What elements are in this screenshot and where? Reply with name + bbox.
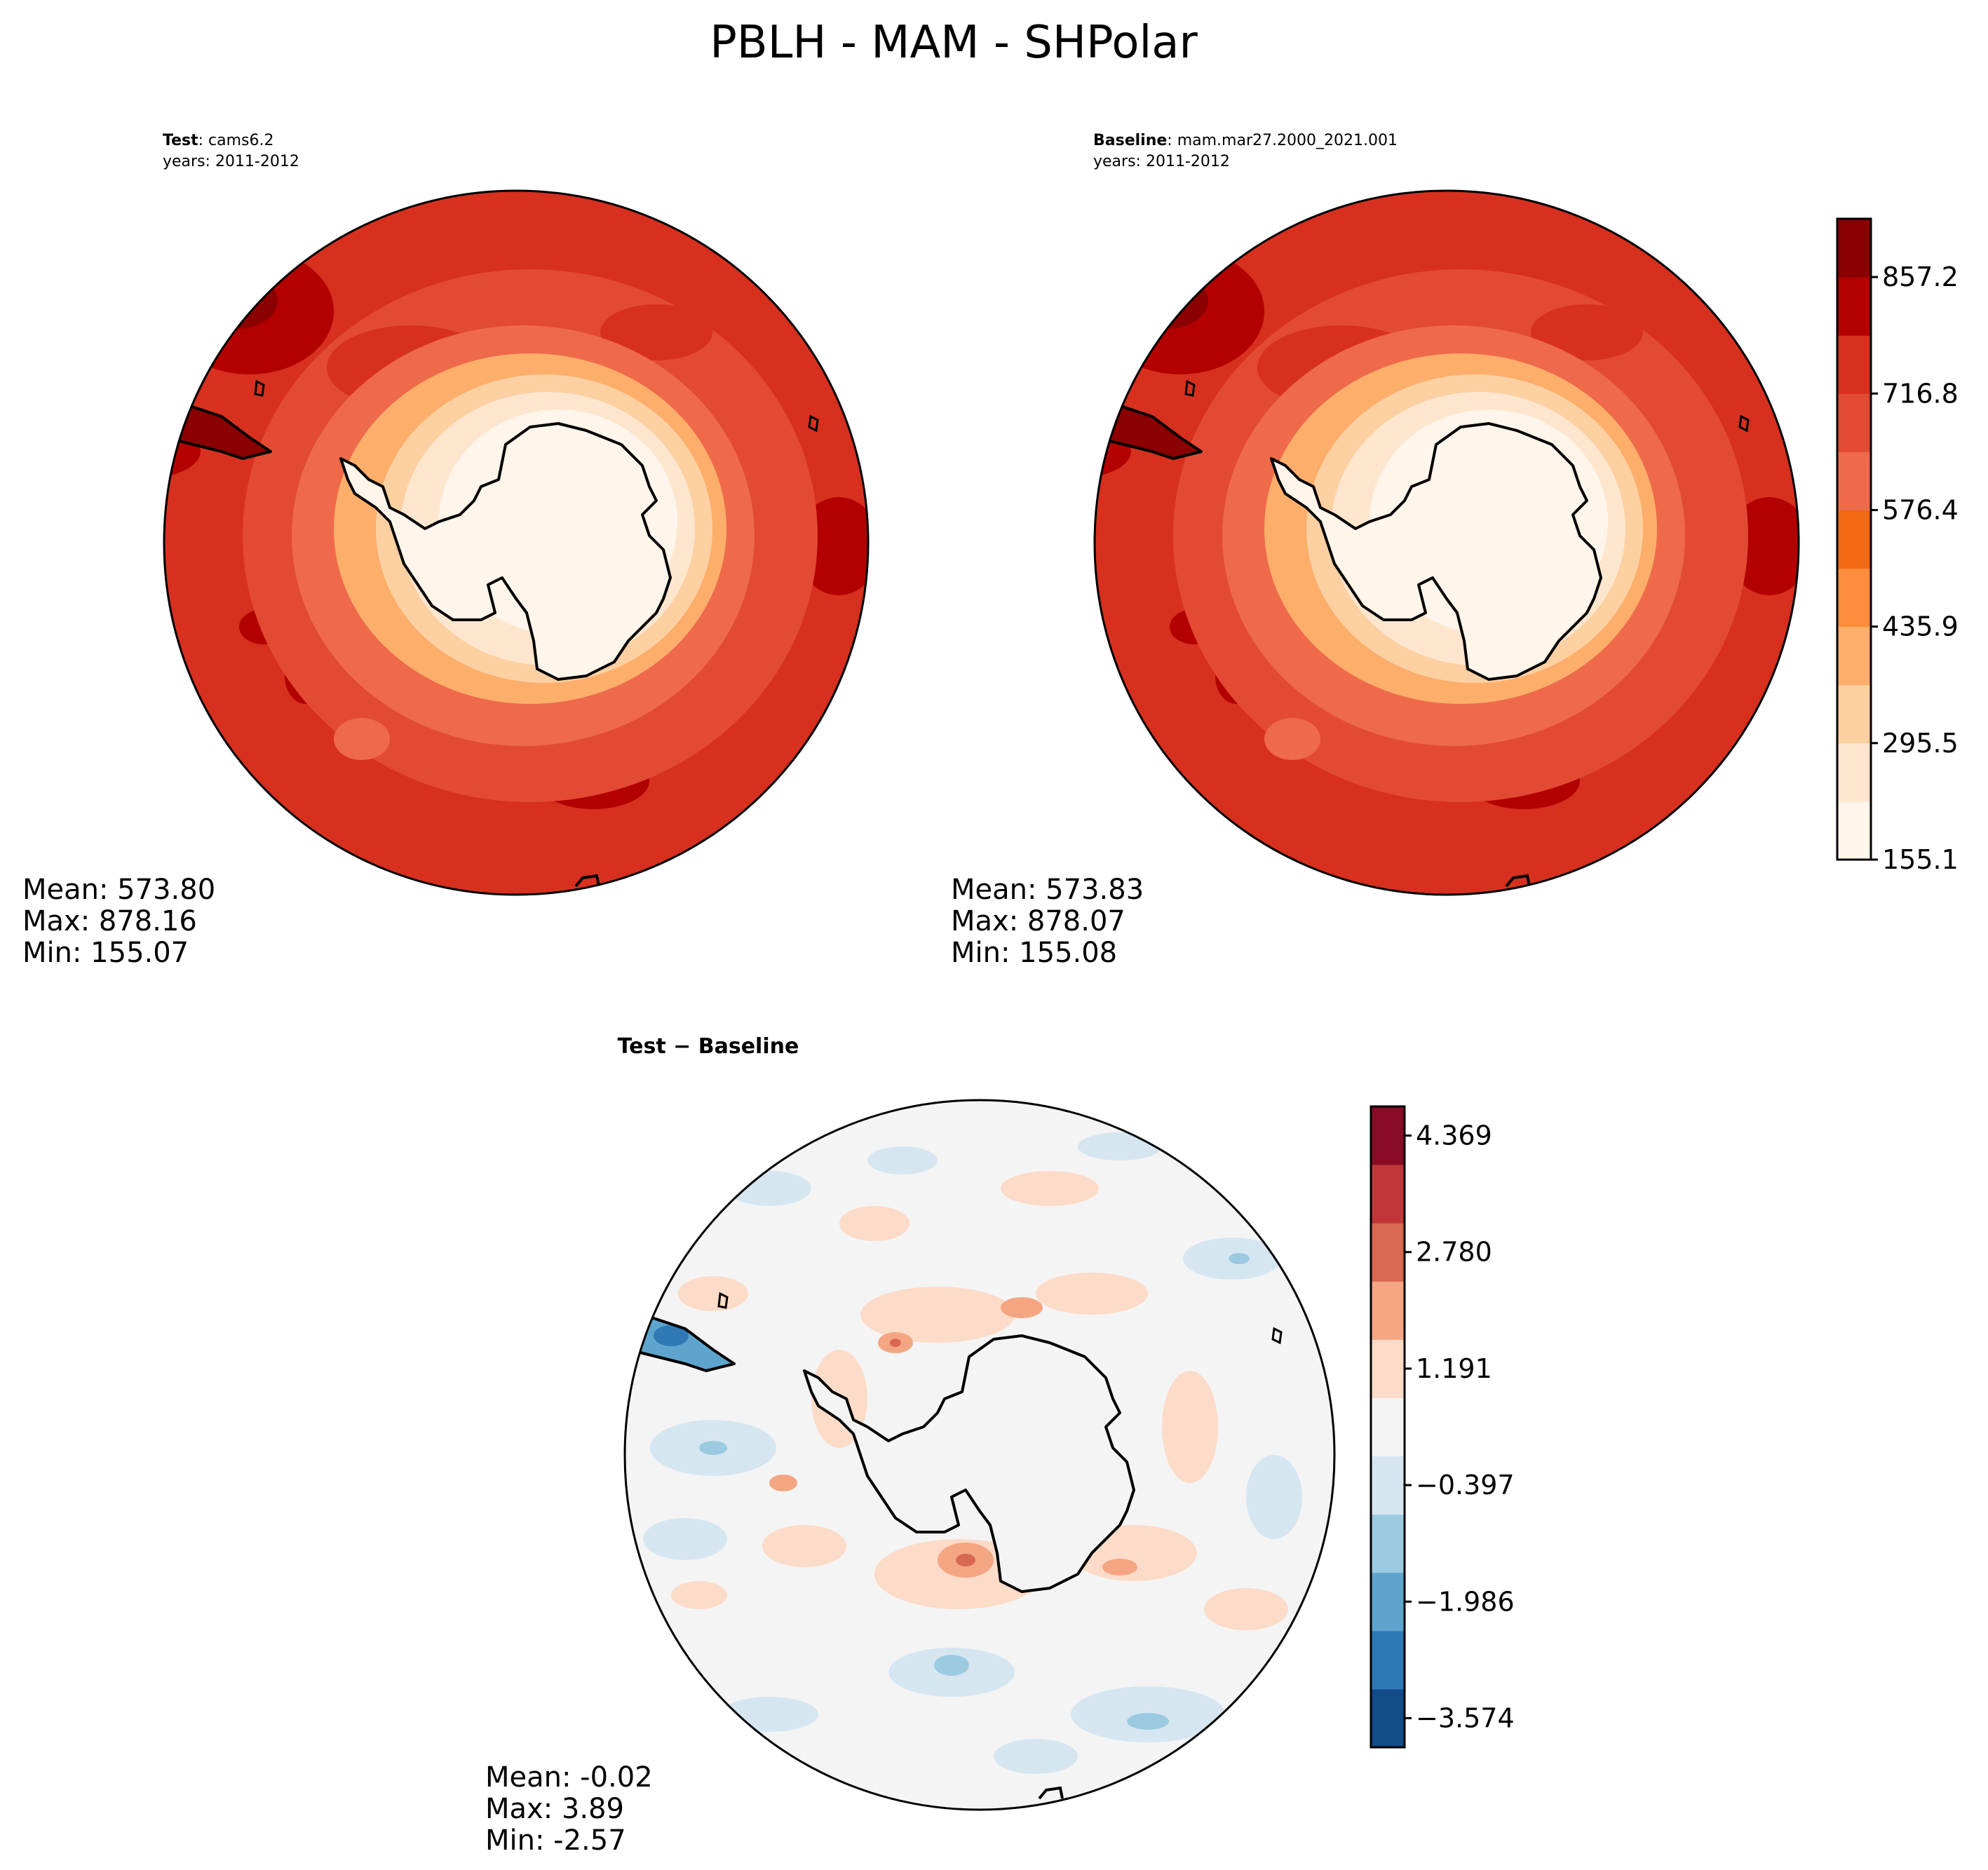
diff-colorbar-swatch xyxy=(1371,1630,1405,1690)
baseline-panel: Baseline: mam.mar27.2000_2021.001 years:… xyxy=(951,132,1800,969)
diff-colorbar-tick-label: −3.574 xyxy=(1416,1702,1515,1733)
diff-colorbar-tick-label: 4.369 xyxy=(1416,1120,1492,1151)
main-colorbar: 155.1 295.5 435.9 576.4 716.8 857.2 xyxy=(1836,217,1959,875)
test-label: Test: cams6.2 xyxy=(163,132,274,149)
diff-panel: Test − Baseline Mean: -0.02 Max: 3.89 Mi… xyxy=(485,1034,1336,1857)
diff-colorbar-border xyxy=(1370,1105,1406,1749)
diff-stat-max: Max: 3.89 xyxy=(485,1793,624,1825)
diff-colorbar-swatch xyxy=(1371,1456,1405,1515)
main-colorbar-swatch xyxy=(1837,335,1871,394)
diff-colorbar-tick-label: −0.397 xyxy=(1416,1470,1515,1500)
main-colorbar-tick-label: 576.4 xyxy=(1882,494,1959,525)
diff-colorbar-swatch xyxy=(1371,1397,1405,1457)
main-colorbar-swatch xyxy=(1837,277,1871,336)
baseline-map-border xyxy=(1093,189,1800,896)
main-colorbar-tick-label: 295.5 xyxy=(1882,728,1959,759)
baseline-stat-min: Min: 155.08 xyxy=(951,937,1117,969)
diff-colorbar-swatch xyxy=(1371,1339,1405,1398)
diff-colorbar-swatch xyxy=(1371,1106,1405,1165)
main-colorbar-swatch xyxy=(1837,568,1871,628)
main-colorbar-swatch xyxy=(1837,393,1871,452)
test-stat-max: Max: 878.16 xyxy=(22,905,197,937)
main-colorbar-swatch xyxy=(1837,510,1871,569)
test-panel: Test: cams6.2 years: 2011-2012 Mean: 573… xyxy=(22,132,870,969)
test-stat-mean: Mean: 573.80 xyxy=(22,874,215,906)
main-colorbar-swatch xyxy=(1837,219,1871,278)
diff-colorbar-tick-label: −1.986 xyxy=(1416,1586,1515,1617)
diff-title: Test − Baseline xyxy=(618,1034,799,1059)
test-label-bold: Test xyxy=(163,132,198,149)
figure-title: PBLH - MAM - SHPolar xyxy=(710,17,1198,69)
baseline-label-name: : mam.mar27.2000_2021.001 xyxy=(1167,132,1398,149)
diff-colorbar-swatch xyxy=(1371,1688,1405,1748)
diff-colorbar-swatch xyxy=(1371,1572,1405,1632)
main-colorbar-tick-label: 155.1 xyxy=(1882,844,1959,875)
main-colorbar-tick-label: 435.9 xyxy=(1882,611,1959,642)
main-colorbar-tick-label: 857.2 xyxy=(1882,262,1959,292)
diff-colorbar-swatch xyxy=(1371,1514,1405,1573)
test-map-border xyxy=(163,189,870,896)
main-colorbar-swatch xyxy=(1837,801,1871,860)
diff-colorbar-tick-label: 2.780 xyxy=(1416,1237,1492,1268)
main-colorbar-swatch xyxy=(1837,684,1871,744)
main-colorbar-tick-label: 716.8 xyxy=(1882,378,1959,409)
diff-map-border xyxy=(623,1099,1336,1811)
baseline-label: Baseline: mam.mar27.2000_2021.001 xyxy=(1093,132,1398,149)
diff-colorbar-swatch xyxy=(1371,1165,1405,1224)
baseline-label-bold: Baseline xyxy=(1093,132,1167,149)
test-stat-min: Min: 155.07 xyxy=(22,937,189,969)
baseline-stat-max: Max: 878.07 xyxy=(951,905,1125,937)
diff-colorbar-swatch xyxy=(1371,1223,1405,1282)
main-colorbar-swatch xyxy=(1837,452,1871,510)
diff-colorbar-swatch xyxy=(1371,1281,1405,1340)
diff-stat-min: Min: -2.57 xyxy=(485,1824,626,1857)
main-colorbar-border xyxy=(1836,217,1872,861)
test-years: years: 2011-2012 xyxy=(163,153,299,170)
diff-colorbar: −3.574 −1.986 −0.397 1.191 2.780 4.369 xyxy=(1370,1105,1515,1749)
main-colorbar-swatch xyxy=(1837,743,1871,802)
diff-map xyxy=(625,1100,1334,1810)
baseline-years: years: 2011-2012 xyxy=(1093,153,1230,170)
baseline-stat-mean: Mean: 573.83 xyxy=(951,874,1144,906)
test-label-name: : cams6.2 xyxy=(198,132,274,149)
diff-colorbar-tick-label: 1.191 xyxy=(1416,1353,1492,1384)
main-colorbar-swatch xyxy=(1837,626,1871,686)
diff-stat-mean: Mean: -0.02 xyxy=(485,1761,653,1794)
